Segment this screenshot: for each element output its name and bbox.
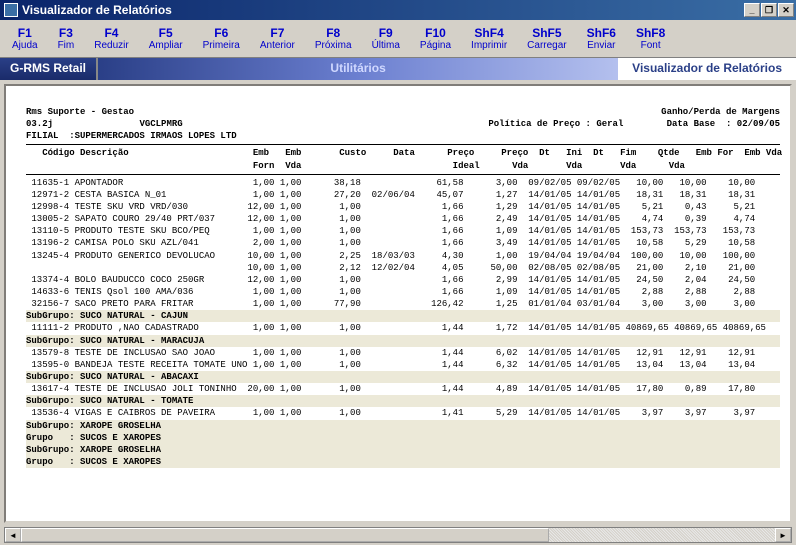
maximize-button[interactable]: ❐: [761, 3, 777, 17]
toolbar-enviar-button[interactable]: ShF6Enviar: [577, 22, 626, 55]
nav-module: Utilitários: [98, 58, 618, 80]
report-row: 13196-2 CAMISA POLO SKU AZL/041 2,00 1,0…: [26, 237, 780, 249]
report-row: 12998-4 TESTE SKU VRD VRD/030 12,00 1,00…: [26, 201, 780, 213]
report-row: 13245-4 PRODUTO GENERICO DEVOLUCAO 10,00…: [26, 250, 780, 262]
fkey-label: ShF8: [636, 26, 665, 40]
fkey-caption: Próxima: [315, 40, 352, 51]
version: 03.2j: [26, 119, 53, 129]
report-row: 13110-5 PRODUTO TESTE SKU BCO/PEQ 1,00 1…: [26, 225, 780, 237]
report-row: 11635-1 APONTADOR 1,00 1,00 38,18 61,58 …: [26, 177, 780, 189]
program-code: VGCLPMRG: [139, 119, 182, 129]
subgroup-header: SubGrupo: SUCO NATURAL - MARACUJA: [26, 335, 780, 347]
group-header: Grupo : SUCOS E XAROPES: [26, 432, 780, 444]
report-row: 13374-4 BOLO BAUDUCCO COCO 250GR 12,00 1…: [26, 274, 780, 286]
fkey-label: F10: [425, 26, 446, 40]
report-row: 13617-4 TESTE DE INCLUSAO JOLI TONINHO 2…: [26, 383, 780, 395]
report-row: 32156-7 SACO PRETO PARA FRITAR 1,00 1,00…: [26, 298, 780, 310]
toolbar-reduzir-button[interactable]: F4Reduzir: [84, 22, 138, 55]
title-bar: Visualizador de Relatórios _ ❐ ✕: [0, 0, 796, 20]
fkey-caption: Anterior: [260, 40, 295, 51]
minimize-button[interactable]: _: [744, 3, 760, 17]
toolbar-ajuda-button[interactable]: F1Ajuda: [2, 22, 48, 55]
subgroup-header: SubGrupo: SUCO NATURAL - TOMATE: [26, 395, 780, 407]
fkey-label: F4: [104, 26, 118, 40]
toolbar-anterior-button[interactable]: F7Anterior: [250, 22, 305, 55]
report-row: 12971-2 CESTA BASICA N_01 1,00 1,00 27,2…: [26, 189, 780, 201]
nav-page: Visualizador de Relatórios: [618, 58, 796, 80]
fkey-label: F8: [326, 26, 340, 40]
report-row: 13579-8 TESTE DE INCLUSAO SAO JOAO 1,00 …: [26, 347, 780, 359]
report-viewport[interactable]: Rms Suporte - Gestao Ganho/Perda de Marge…: [4, 84, 792, 523]
fkey-caption: Carregar: [527, 40, 566, 51]
group-header: Grupo : SUCOS E XAROPES: [26, 456, 780, 468]
fkey-caption: Ajuda: [12, 40, 38, 51]
report-row: 14633-6 TENIS Qsol 100 AMA/036 1,00 1,00…: [26, 286, 780, 298]
breadcrumb-strip: G-RMS Retail Utilitários Visualizador de…: [0, 58, 796, 80]
column-header-1: Código Descrição Emb Emb Custo Data Preç…: [26, 147, 780, 159]
window-title: Visualizador de Relatórios: [22, 3, 172, 17]
scroll-right-button[interactable]: ►: [775, 528, 791, 542]
subgroup-header: SubGrupo: SUCO NATURAL - CAJUN: [26, 310, 780, 322]
nav-product: G-RMS Retail: [0, 58, 98, 80]
fkey-label: ShF4: [474, 26, 503, 40]
app-icon: [4, 3, 18, 17]
subgroup-header: SubGrupo: SUCO NATURAL - ABACAXI: [26, 371, 780, 383]
report-row: 13595-0 BANDEJA TESTE RECEITA TOMATE UNO…: [26, 359, 780, 371]
toolbar-fim-button[interactable]: F3Fim: [48, 22, 85, 55]
subgroup-header: SubGrupo: XAROPE GROSELHA: [26, 444, 780, 456]
price-policy: Política de Preço : Geral: [488, 119, 623, 129]
fkey-label: ShF5: [532, 26, 561, 40]
toolbar-próxima-button[interactable]: F8Próxima: [305, 22, 362, 55]
fkey-caption: Reduzir: [94, 40, 128, 51]
scroll-left-button[interactable]: ◄: [5, 528, 21, 542]
scroll-thumb[interactable]: [21, 528, 549, 542]
toolbar-carregar-button[interactable]: ShF5Carregar: [517, 22, 576, 55]
report-row: 10,00 1,00 2,12 12/02/04 4,05 50,00 02/0…: [26, 262, 780, 274]
fkey-caption: Font: [641, 40, 661, 51]
fkey-caption: Primeira: [203, 40, 240, 51]
fkey-label: F7: [270, 26, 284, 40]
fkey-caption: Ampliar: [149, 40, 183, 51]
report-row: 13536-4 VIGAS E CAIBROS DE PAVEIRA 1,00 …: [26, 407, 780, 419]
fkey-caption: Última: [372, 40, 400, 51]
fkey-label: F9: [379, 26, 393, 40]
fkey-label: F1: [18, 26, 32, 40]
company-name: Rms Suporte - Gestao: [26, 107, 134, 117]
fkey-label: F3: [59, 26, 73, 40]
toolbar-última-button[interactable]: F9Última: [362, 22, 410, 55]
horizontal-scrollbar[interactable]: ◄ ►: [4, 527, 792, 543]
report-row: 13005-2 SAPATO COURO 29/40 PRT/037 12,00…: [26, 213, 780, 225]
fkey-label: ShF6: [587, 26, 616, 40]
report-row: 11111-2 PRODUTO ,NAO CADASTRADO 1,00 1,0…: [26, 322, 780, 334]
close-button[interactable]: ✕: [778, 3, 794, 17]
toolbar-primeira-button[interactable]: F6Primeira: [193, 22, 250, 55]
function-key-toolbar: F1AjudaF3FimF4ReduzirF5AmpliarF6Primeira…: [0, 20, 796, 58]
toolbar-font-button[interactable]: ShF8Font: [626, 22, 675, 55]
fkey-caption: Página: [420, 40, 451, 51]
fkey-caption: Imprimir: [471, 40, 507, 51]
database-date: Data Base : 02/09/05: [667, 119, 780, 129]
fkey-caption: Fim: [58, 40, 75, 51]
subgroup-header: SubGrupo: XAROPE GROSELHA: [26, 420, 780, 432]
report-title: Ganho/Perda de Margens: [661, 106, 780, 118]
fkey-label: F6: [214, 26, 228, 40]
column-header-2: Forn Vda Ideal Vda Vda Vda Vda: [26, 160, 780, 172]
filial-line: FILIAL :SUPERMERCADOS IRMAOS LOPES LTD: [26, 130, 780, 142]
toolbar-página-button[interactable]: F10Página: [410, 22, 461, 55]
window-controls: _ ❐ ✕: [744, 3, 794, 17]
scroll-track[interactable]: [21, 528, 775, 542]
toolbar-ampliar-button[interactable]: F5Ampliar: [139, 22, 193, 55]
fkey-label: F5: [159, 26, 173, 40]
toolbar-imprimir-button[interactable]: ShF4Imprimir: [461, 22, 517, 55]
fkey-caption: Enviar: [587, 40, 615, 51]
